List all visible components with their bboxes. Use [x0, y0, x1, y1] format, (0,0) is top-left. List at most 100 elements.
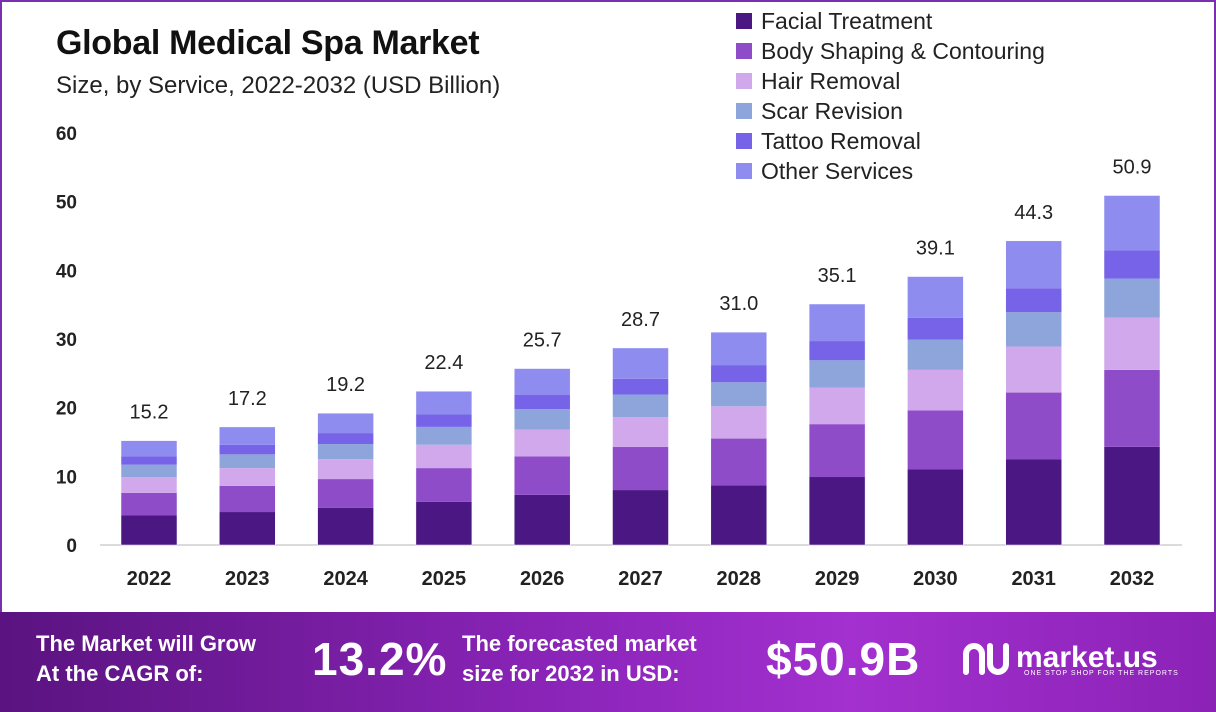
bar-segment-facial-treatment-2024	[317, 507, 374, 545]
bar-segment-scar-revision-2032	[1104, 278, 1160, 318]
bar-segment-scar-revision-2031	[1005, 312, 1062, 347]
bar-outline-2028	[710, 331, 768, 546]
x-tick-label: 2025	[422, 568, 467, 590]
x-tick-label: 2030	[913, 568, 958, 590]
bar-segment-tattoo-removal-2024	[317, 433, 374, 445]
bar-segment-scar-revision-2026	[514, 409, 571, 430]
y-tick-label: 20	[56, 399, 77, 420]
y-tick-label: 0	[66, 536, 77, 557]
bar-total-label: 28.7	[621, 309, 660, 331]
bar-segment-other-services-2023	[219, 426, 276, 445]
legend-swatch	[736, 73, 752, 89]
x-tick-label: 2023	[225, 568, 270, 590]
legend-swatch	[736, 133, 752, 149]
y-tick-label: 50	[56, 193, 77, 214]
y-axis-ticks: 0 10 20 30 40 50 60	[56, 124, 77, 557]
bar-segment-tattoo-removal-2028	[710, 365, 767, 383]
legend-label: Other Services	[761, 157, 914, 184]
x-tick-label: 2028	[717, 568, 762, 590]
bar-segment-body-shaping-contouring-2029	[809, 424, 866, 478]
forecast-caption-line2: size for 2032 in USD:	[462, 661, 680, 686]
bar-segment-facial-treatment-2022	[121, 515, 177, 545]
bar-outline-2025	[415, 390, 473, 546]
bar-segment-scar-revision-2029	[809, 360, 866, 388]
legend-label: Facial Treatment	[761, 7, 933, 34]
bar-outline-2032	[1103, 195, 1161, 546]
legend-item: Tattoo Removal	[736, 126, 1045, 156]
bar-total-label: 50.9	[1113, 156, 1152, 178]
bar-segment-other-services-2031	[1005, 240, 1062, 289]
bar-outline-2022	[120, 440, 178, 546]
bar-segment-other-services-2022	[121, 440, 177, 457]
legend-label: Tattoo Removal	[761, 127, 921, 154]
bars	[120, 195, 1161, 546]
chart-subtitle: Size, by Service, 2022-2032 (USD Billion…	[56, 72, 501, 99]
bar-segment-other-services-2024	[317, 413, 374, 434]
market-us-logo: market.us	[962, 638, 1158, 678]
bar-segment-scar-revision-2022	[121, 464, 177, 478]
bar-total-label: 22.4	[424, 352, 463, 374]
legend-label: Hair Removal	[761, 67, 901, 94]
y-tick-label: 30	[56, 330, 77, 351]
bar-segment-facial-treatment-2030	[907, 469, 964, 545]
bar-segment-body-shaping-contouring-2025	[415, 468, 472, 502]
bar-segment-body-shaping-contouring-2022	[121, 492, 177, 516]
x-tick-label: 2022	[127, 568, 172, 590]
bar-segment-body-shaping-contouring-2030	[907, 410, 964, 470]
bar-segment-tattoo-removal-2029	[809, 341, 866, 361]
x-tick-label: 2027	[618, 568, 663, 590]
bar-segment-scar-revision-2027	[612, 394, 669, 418]
bar-segment-tattoo-removal-2030	[907, 317, 964, 340]
cagr-caption-line2: At the CAGR of:	[36, 661, 204, 686]
bar-segment-other-services-2032	[1104, 195, 1160, 251]
legend-label: Scar Revision	[761, 97, 903, 124]
summary-banner: The Market will Grow At the CAGR of: 13.…	[0, 612, 1216, 712]
logo-tagline: ONE STOP SHOP FOR THE REPORTS	[1024, 670, 1179, 677]
bar-segment-scar-revision-2030	[907, 339, 964, 370]
forecast-value: $50.9B	[766, 633, 921, 685]
bar-segment-hair-removal-2027	[612, 417, 669, 447]
legend-swatch	[736, 103, 752, 119]
bar-total-labels: 15.2 17.2 19.2 22.4 25.7 28.7 31.0 35.1 39.1 44.3…	[130, 156, 1152, 423]
bar-segment-hair-removal-2028	[710, 406, 767, 439]
market-us-logo-icon	[963, 643, 1009, 675]
legend-item: Other Services	[736, 156, 1045, 186]
bar-segment-facial-treatment-2023	[219, 512, 276, 545]
bar-segment-hair-removal-2030	[907, 369, 964, 411]
bar-segment-facial-treatment-2028	[710, 485, 767, 545]
bar-segment-body-shaping-contouring-2031	[1005, 392, 1062, 460]
legend-item: Facial Treatment	[736, 6, 1045, 36]
bar-segment-facial-treatment-2029	[809, 477, 866, 545]
legend-swatch	[736, 13, 752, 29]
cagr-caption: The Market will Grow At the CAGR of:	[36, 629, 256, 689]
bar-outline-2023	[219, 426, 276, 546]
bar-total-label: 15.2	[130, 402, 169, 424]
x-tick-label: 2031	[1011, 568, 1056, 590]
bar-outline-2030	[907, 276, 964, 546]
bar-segment-scar-revision-2028	[710, 382, 767, 407]
bar-segment-tattoo-removal-2023	[219, 444, 276, 455]
bar-segment-facial-treatment-2027	[612, 490, 669, 545]
bar-outline-2029	[808, 303, 866, 546]
bar-segment-body-shaping-contouring-2027	[612, 446, 669, 491]
bar-segment-body-shaping-contouring-2023	[219, 485, 276, 513]
bar-segment-tattoo-removal-2027	[612, 378, 669, 395]
bar-segment-scar-revision-2023	[219, 454, 276, 469]
bar-segment-facial-treatment-2032	[1104, 446, 1160, 545]
bar-segment-tattoo-removal-2026	[514, 394, 571, 410]
bar-segment-body-shaping-contouring-2024	[317, 479, 374, 508]
legend-item: Scar Revision	[736, 96, 1045, 126]
bar-total-label: 25.7	[523, 330, 562, 352]
legend-label: Body Shaping & Contouring	[761, 37, 1045, 64]
bar-segment-other-services-2025	[415, 391, 472, 415]
x-tick-label: 2024	[323, 568, 368, 590]
bar-segment-other-services-2026	[514, 368, 571, 395]
bar-segment-hair-removal-2026	[514, 429, 571, 457]
y-tick-label: 40	[56, 261, 77, 282]
y-tick-label: 10	[56, 467, 77, 488]
bar-segment-scar-revision-2025	[415, 426, 472, 445]
bar-total-label: 44.3	[1014, 202, 1053, 224]
bar-segment-facial-treatment-2025	[415, 501, 472, 545]
logo-name: market.us	[1016, 641, 1158, 674]
forecast-caption: The forecasted market size for 2032 in U…	[462, 629, 697, 689]
